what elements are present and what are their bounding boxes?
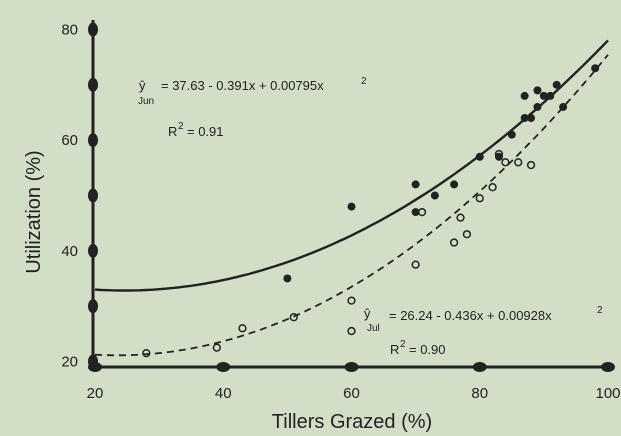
x-axis-ticks: 20 40 60 80 100 [87, 362, 621, 402]
data-point-jul [462, 230, 472, 239]
y-tick-mark [88, 188, 98, 203]
data-point-jun [539, 91, 548, 100]
data-point-jun [527, 114, 536, 123]
equation-jul: ŷ Jul = 26.24 - 0.436x + 0.00928x 2 R 2 … [364, 305, 603, 357]
y-tick-mark [88, 77, 98, 92]
data-point-jul [514, 158, 523, 167]
x-tick-mark [216, 362, 231, 372]
equation-jul-subscript: Jul [367, 323, 380, 334]
x-tick-mark [88, 362, 102, 372]
data-point-jul [501, 158, 510, 167]
fit-curve-jul [94, 54, 609, 357]
r2-jun-value: = 0.91 [187, 124, 224, 139]
data-point-jun [430, 191, 439, 200]
y-tick-mark [88, 299, 98, 314]
data-point-jul [411, 260, 420, 269]
data-point-jul [142, 349, 151, 358]
y-tick-mark [88, 133, 98, 148]
equation-jun-yhat: ŷ [139, 78, 146, 93]
r2-jul-square: 2 [400, 339, 406, 350]
x-tick-label: 20 [87, 385, 104, 402]
data-point-jul [347, 326, 356, 336]
data-point-jul [488, 183, 497, 192]
r2-jun-square: 2 [178, 121, 184, 132]
data-point-jun [450, 180, 459, 189]
data-point-jul [347, 296, 356, 305]
equation-jun-square: 2 [361, 76, 367, 87]
data-point-jun [520, 91, 529, 100]
data-point-jun [520, 114, 529, 123]
data-point-jul [289, 313, 298, 322]
equation-jul-square: 2 [597, 305, 603, 316]
data-point-jul [526, 160, 536, 170]
x-axis-title: Tillers Grazed (%) [272, 411, 432, 433]
equation-jun-subscript: Jun [138, 96, 154, 107]
equation-jun-terms: = 37.63 - 0.391x + 0.00795x [161, 78, 324, 93]
data-point-jul [417, 207, 427, 217]
data-point-jul [475, 194, 484, 203]
data-point-jul [456, 213, 465, 222]
equation-jul-yhat: ŷ [364, 306, 371, 321]
y-tick-label: 60 [61, 132, 78, 149]
x-tick-label: 60 [343, 385, 360, 402]
data-point-jun [546, 91, 555, 100]
y-tick-label: 80 [61, 22, 78, 39]
data-point-jun [411, 208, 420, 217]
y-tick-label: 40 [61, 243, 78, 260]
data-point-jul [212, 343, 221, 352]
data-point-jun [411, 180, 420, 189]
x-tick-mark [601, 362, 615, 372]
x-tick-label: 40 [215, 385, 232, 402]
data-point-jul [449, 238, 459, 247]
x-tick-label: 100 [595, 385, 620, 402]
r2-jul-value: = 0.90 [409, 342, 446, 357]
data-point-jun [552, 80, 561, 89]
data-point-jun [347, 202, 356, 211]
y-tick-mark [88, 243, 98, 258]
x-tick-mark [472, 362, 487, 372]
equation-jun: ŷ Jun = 37.63 - 0.391x + 0.00795x 2 R 2 … [138, 76, 367, 139]
data-point-jul [494, 149, 504, 159]
data-point-jul [238, 324, 247, 333]
r2-jul-letter: R [390, 342, 399, 357]
data-point-jun [475, 152, 484, 161]
y-tick-mark [88, 22, 98, 37]
data-point-jun [507, 130, 516, 139]
x-tick-label: 80 [471, 385, 488, 402]
data-point-jun [283, 274, 292, 283]
y-axis-ticks: 20 40 60 80 [61, 22, 98, 370]
equation-jul-terms: = 26.24 - 0.436x + 0.00928x [389, 308, 552, 323]
data-points [142, 64, 600, 358]
y-axis-title: Utilization (%) [23, 150, 45, 273]
y-tick-label: 20 [61, 353, 78, 370]
data-point-jun [533, 102, 542, 111]
data-point-jun [533, 86, 542, 95]
data-point-jun [559, 102, 568, 111]
data-point-jun [591, 64, 600, 73]
x-tick-mark [344, 362, 359, 372]
r2-jun-letter: R [168, 124, 177, 139]
